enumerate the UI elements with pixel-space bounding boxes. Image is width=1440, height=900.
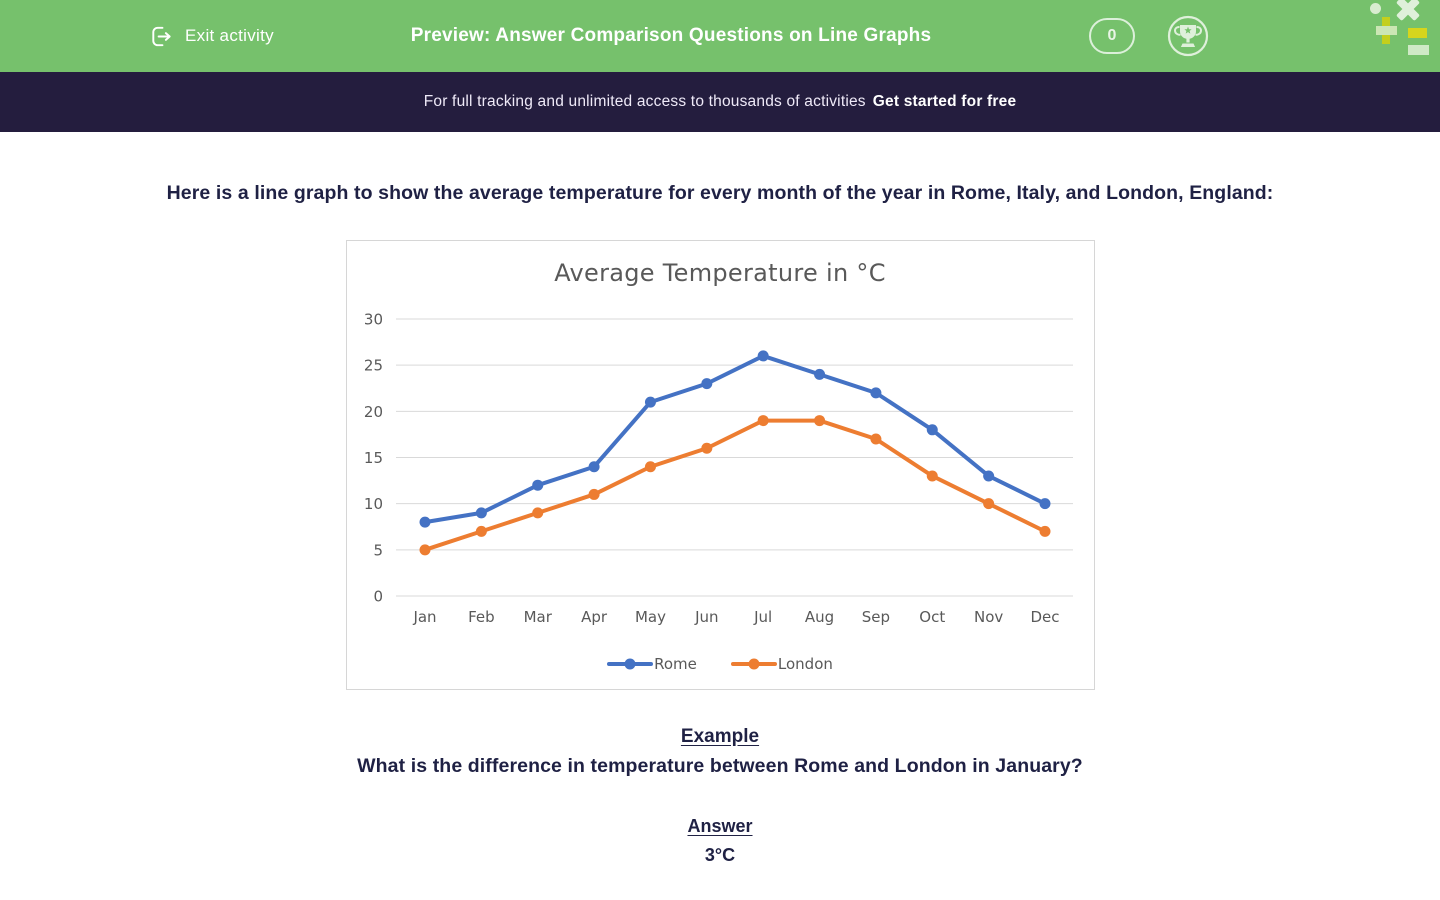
svg-text:Feb: Feb (468, 608, 495, 626)
legend-label: London (777, 655, 833, 673)
exit-activity-label: Exit activity (185, 26, 274, 45)
svg-text:Dec: Dec (1030, 608, 1059, 626)
logo-equals-icon (1408, 28, 1427, 38)
svg-text:Jun: Jun (694, 608, 718, 626)
answer-value: 3°C (704, 845, 736, 865)
trophy-button[interactable] (1166, 14, 1210, 58)
main-content: Here is a line graph to show the average… (0, 178, 1440, 866)
svg-text:15: 15 (363, 449, 382, 467)
example-question: What is the difference in temperature be… (357, 755, 1083, 777)
svg-text:Aug: Aug (804, 608, 833, 626)
svg-text:Mar: Mar (523, 608, 552, 626)
svg-text:10: 10 (363, 495, 382, 513)
svg-text:Jan: Jan (412, 608, 436, 626)
answer-heading: Answer (687, 816, 753, 836)
svg-text:Apr: Apr (581, 608, 608, 626)
app-header: Exit activity Preview: Answer Comparison… (0, 0, 1440, 72)
banner-text: For full tracking and unlimited access t… (423, 93, 866, 110)
logo-dot (1370, 3, 1381, 14)
chart-card: Average Temperature in °C 0 5 10 15 20 25 30 Ja… (345, 240, 1095, 690)
logo-plus-icon (1376, 26, 1397, 35)
get-started-link[interactable]: Get started for free (872, 93, 1017, 110)
chart-svg: 0 5 10 15 20 25 30 Jan Feb Mar Apr May Jun Jul Aug Sep O… (363, 311, 1073, 626)
svg-text:Jul: Jul (753, 608, 772, 626)
score-value: 0 (1107, 27, 1117, 44)
logo-equals-icon (1408, 45, 1429, 55)
score-badge: 0 (1089, 18, 1135, 54)
svg-text:May: May (634, 608, 665, 626)
brand-logo (1330, 0, 1440, 62)
legend-swatch (730, 658, 777, 670)
svg-text:5: 5 (373, 541, 383, 559)
svg-text:Oct: Oct (919, 608, 945, 626)
trophy-icon (1167, 15, 1209, 57)
example-heading: Example (680, 726, 760, 747)
svg-text:30: 30 (363, 311, 382, 329)
svg-text:Sep: Sep (861, 608, 889, 626)
intro-text: Here is a line graph to show the average… (166, 182, 1274, 204)
chart-legend: Rome London (347, 649, 1094, 679)
upsell-banner: For full tracking and unlimited access t… (0, 72, 1440, 132)
legend-item-london: London (730, 655, 833, 673)
svg-text:25: 25 (363, 357, 382, 375)
svg-text:20: 20 (363, 403, 382, 421)
legend-swatch (607, 658, 654, 670)
legend-label: Rome (654, 655, 697, 673)
svg-text:0: 0 (373, 588, 383, 606)
legend-item-rome: Rome (607, 655, 697, 673)
svg-text:Nov: Nov (973, 608, 1002, 626)
page-title: Preview: Answer Comparison Questions on … (410, 25, 932, 46)
exit-activity-button[interactable]: Exit activity (148, 0, 274, 72)
chart-title: Average Temperature in °C (554, 259, 886, 287)
exit-icon (152, 26, 171, 46)
